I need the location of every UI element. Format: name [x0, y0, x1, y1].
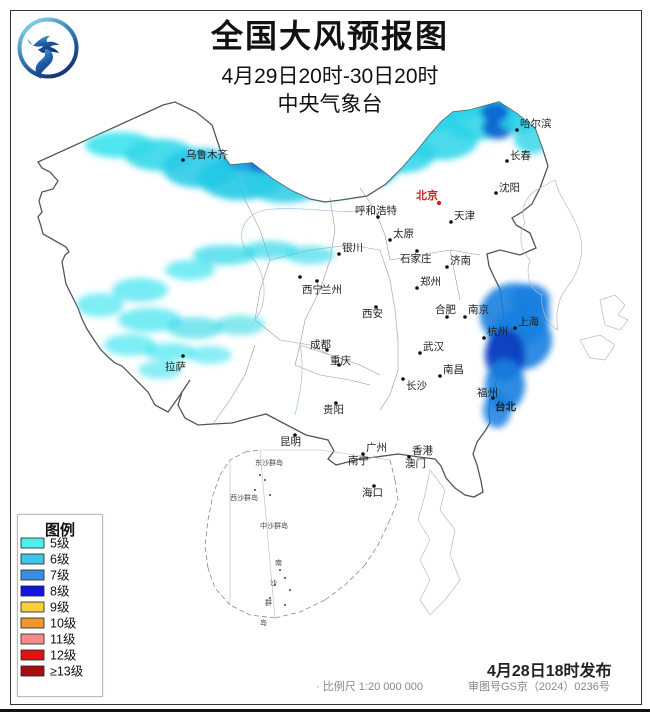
svg-text:成都: 成都: [310, 339, 331, 351]
svg-text:贵阳: 贵阳: [323, 403, 344, 416]
svg-text:中沙群岛: 中沙群岛: [260, 521, 288, 530]
svg-text:南京: 南京: [468, 303, 489, 316]
svg-text:武汉: 武汉: [423, 340, 444, 353]
svg-text:5级: 5级: [50, 537, 70, 551]
svg-text:乌鲁木齐: 乌鲁木齐: [186, 148, 228, 161]
svg-text:天津: 天津: [454, 210, 475, 222]
svg-text:南昌: 南昌: [443, 363, 464, 376]
svg-text:群: 群: [265, 598, 272, 607]
svg-text:东沙群岛: 东沙群岛: [255, 458, 283, 467]
svg-text:呼和浩特: 呼和浩特: [355, 205, 397, 217]
svg-text:南: 南: [275, 558, 282, 567]
svg-text:西安: 西安: [362, 307, 383, 320]
svg-text:10级: 10级: [50, 617, 77, 631]
svg-text:兰州: 兰州: [321, 283, 342, 296]
svg-text:合肥: 合肥: [435, 303, 456, 316]
svg-text:岛: 岛: [260, 618, 267, 627]
svg-text:福州: 福州: [477, 386, 498, 399]
svg-text:长春: 长春: [510, 150, 531, 162]
svg-text:太原: 太原: [393, 227, 414, 240]
svg-text:7级: 7级: [50, 569, 70, 583]
svg-text:济南: 济南: [450, 254, 471, 267]
svg-text:8级: 8级: [50, 585, 70, 599]
svg-text:昆明: 昆明: [280, 436, 301, 448]
svg-text:拉萨: 拉萨: [165, 360, 186, 373]
svg-text:11级: 11级: [50, 633, 76, 647]
svg-text:石家庄: 石家庄: [400, 252, 432, 265]
svg-text:郑州: 郑州: [420, 275, 441, 288]
svg-text:6级: 6级: [50, 553, 70, 567]
svg-text:香港: 香港: [412, 445, 433, 457]
svg-text:12级: 12级: [50, 649, 77, 663]
svg-text:哈尔滨: 哈尔滨: [520, 117, 552, 130]
svg-text:沈阳: 沈阳: [499, 181, 520, 194]
svg-text:上海: 上海: [518, 315, 539, 328]
svg-text:北京: 北京: [416, 188, 438, 202]
svg-text:≥13级: ≥13级: [50, 665, 84, 679]
svg-text:沙: 沙: [270, 579, 277, 587]
svg-text:长沙: 长沙: [406, 380, 427, 392]
svg-text:广州: 广州: [366, 442, 387, 454]
svg-text:台北: 台北: [495, 400, 516, 413]
svg-text:重庆: 重庆: [330, 354, 351, 367]
svg-text:澳门: 澳门: [405, 457, 426, 470]
svg-text:9级: 9级: [50, 601, 70, 615]
svg-text:西沙群岛: 西沙群岛: [230, 493, 258, 502]
svg-text:银川: 银川: [342, 241, 363, 254]
svg-text:海口: 海口: [362, 486, 383, 499]
svg-text:西宁: 西宁: [302, 283, 323, 296]
svg-text:南宁: 南宁: [348, 454, 369, 467]
svg-text:杭州: 杭州: [487, 325, 508, 338]
